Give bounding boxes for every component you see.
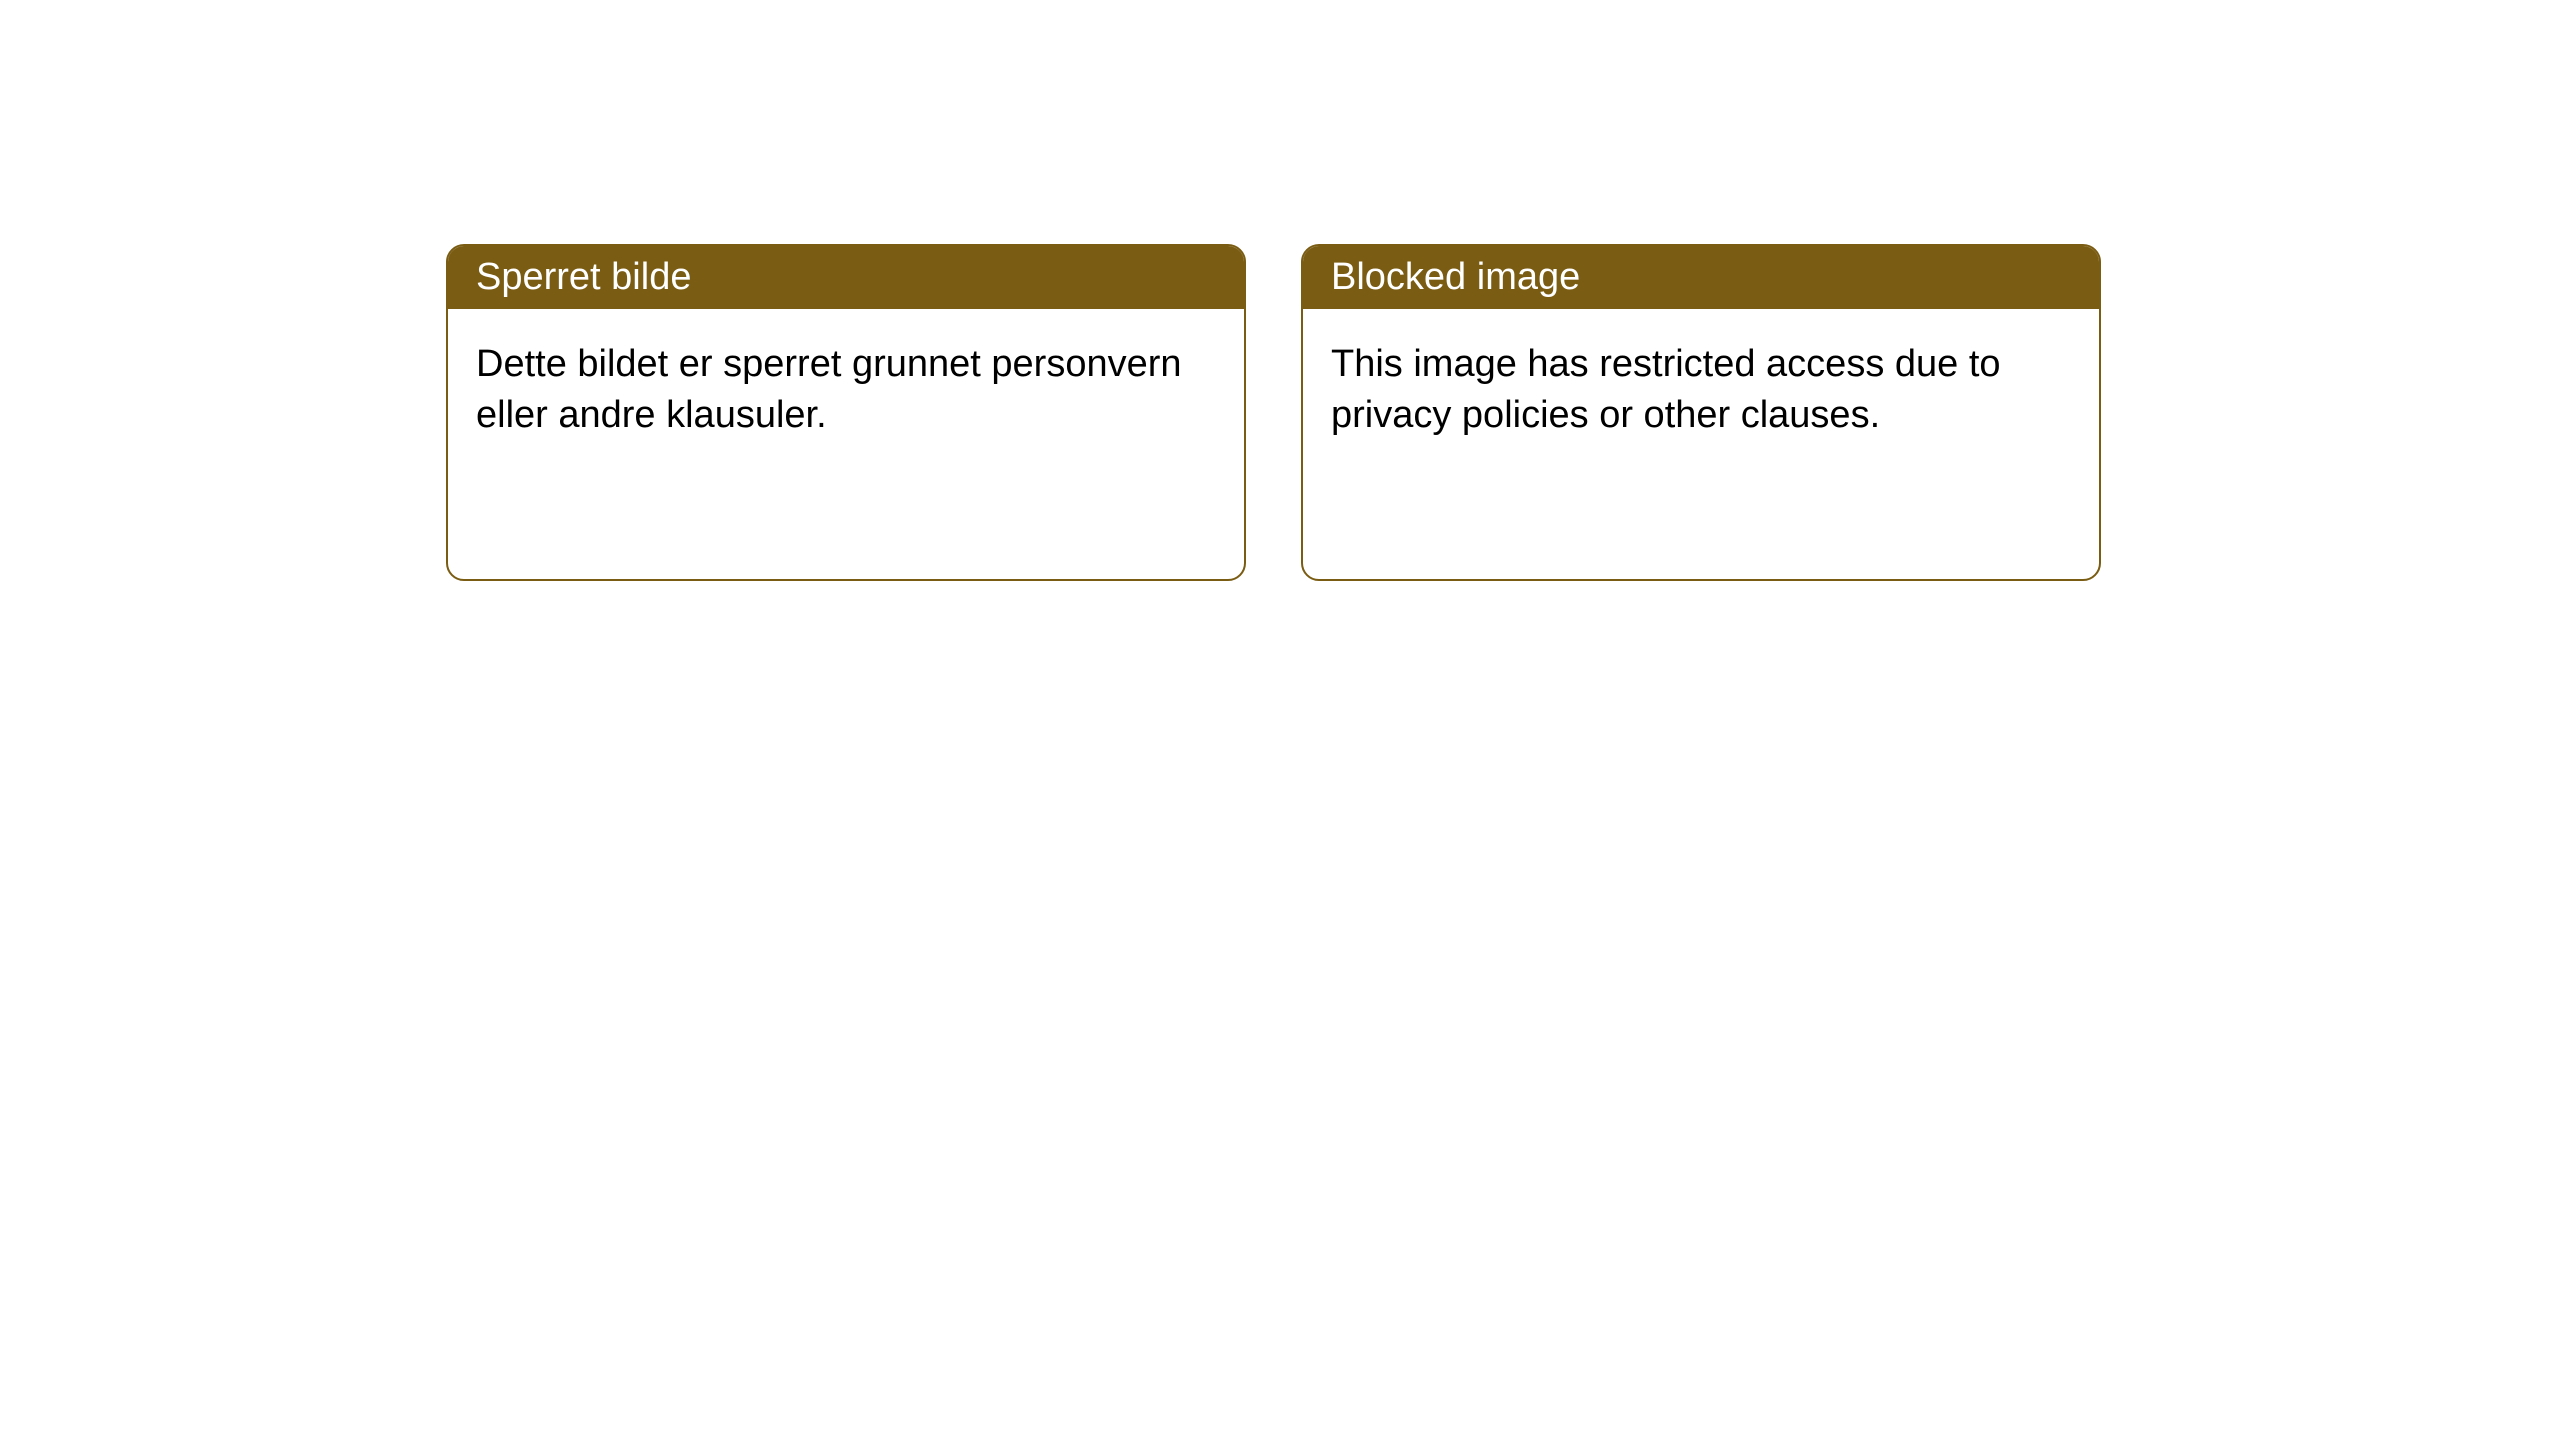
notice-title: Blocked image	[1303, 246, 2099, 309]
notice-container: Sperret bilde Dette bildet er sperret gr…	[0, 0, 2560, 581]
notice-card-norwegian: Sperret bilde Dette bildet er sperret gr…	[446, 244, 1246, 581]
notice-body: Dette bildet er sperret grunnet personve…	[448, 309, 1244, 579]
notice-body: This image has restricted access due to …	[1303, 309, 2099, 579]
notice-title: Sperret bilde	[448, 246, 1244, 309]
notice-card-english: Blocked image This image has restricted …	[1301, 244, 2101, 581]
